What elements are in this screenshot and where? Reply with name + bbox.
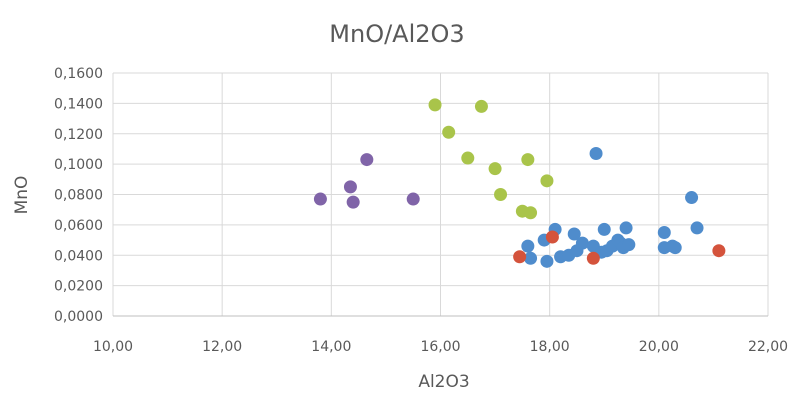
data-point [589, 146, 603, 160]
series-4 [313, 153, 420, 209]
data-point [524, 206, 538, 220]
data-point [657, 225, 671, 239]
data-point [474, 99, 488, 113]
data-point [313, 192, 327, 206]
grid [112, 72, 769, 316]
data-point [428, 98, 442, 112]
data-point [442, 125, 456, 139]
data-point [346, 195, 360, 209]
axes: 0,0000 0,0200 0,0400 0,0600 0,0800 0,1000 0,12… [54, 66, 788, 355]
data-point [540, 254, 554, 268]
data-point [690, 221, 704, 235]
x-tick-label: 12,00 [202, 339, 242, 355]
data-point [343, 180, 357, 194]
data-point [521, 153, 535, 167]
data-point [461, 151, 475, 165]
data-point [545, 230, 559, 244]
y-tick-label: 0,0600 [54, 218, 103, 234]
y-tick-label: 0,1600 [54, 66, 103, 82]
y-axis-title: MnO [12, 176, 32, 215]
y-tick-label: 0,0000 [54, 309, 103, 325]
data-point [406, 192, 420, 206]
y-tick-label: 0,1400 [54, 96, 103, 112]
data-point [494, 188, 508, 201]
x-tick-label: 20,00 [639, 339, 679, 355]
data-point [540, 174, 554, 188]
x-tick-label: 14,00 [311, 339, 351, 355]
x-tick-label: 18,00 [530, 339, 570, 355]
data-point [622, 238, 636, 252]
data-point [586, 251, 600, 265]
series-2 [513, 230, 726, 265]
series-3 [428, 98, 554, 220]
y-tick-label: 0,0800 [54, 188, 103, 204]
y-tick-label: 0,0200 [54, 279, 103, 295]
y-tick-label: 0,1200 [54, 127, 103, 143]
x-tick-label: 16,00 [420, 339, 460, 355]
y-tick-label: 0,0400 [54, 248, 103, 264]
data-point [488, 162, 502, 176]
data-point [575, 236, 589, 250]
data-point [712, 244, 726, 258]
data-point [360, 153, 374, 167]
x-tick-label: 22,00 [748, 339, 788, 355]
data-point [524, 251, 538, 265]
y-tick-label: 0,1000 [54, 157, 103, 173]
data-point [513, 250, 527, 264]
data-point [619, 221, 633, 235]
data-point [521, 239, 535, 253]
series-1 [521, 146, 704, 268]
x-axis-title: Al2O3 [418, 372, 469, 392]
chart-title: MnO/Al2O3 [329, 20, 464, 48]
x-tick-label: 10,00 [93, 339, 133, 355]
data-point [668, 241, 682, 255]
data-point [685, 191, 699, 205]
data-point [567, 227, 581, 241]
data-points [313, 98, 726, 268]
data-point [597, 222, 611, 236]
